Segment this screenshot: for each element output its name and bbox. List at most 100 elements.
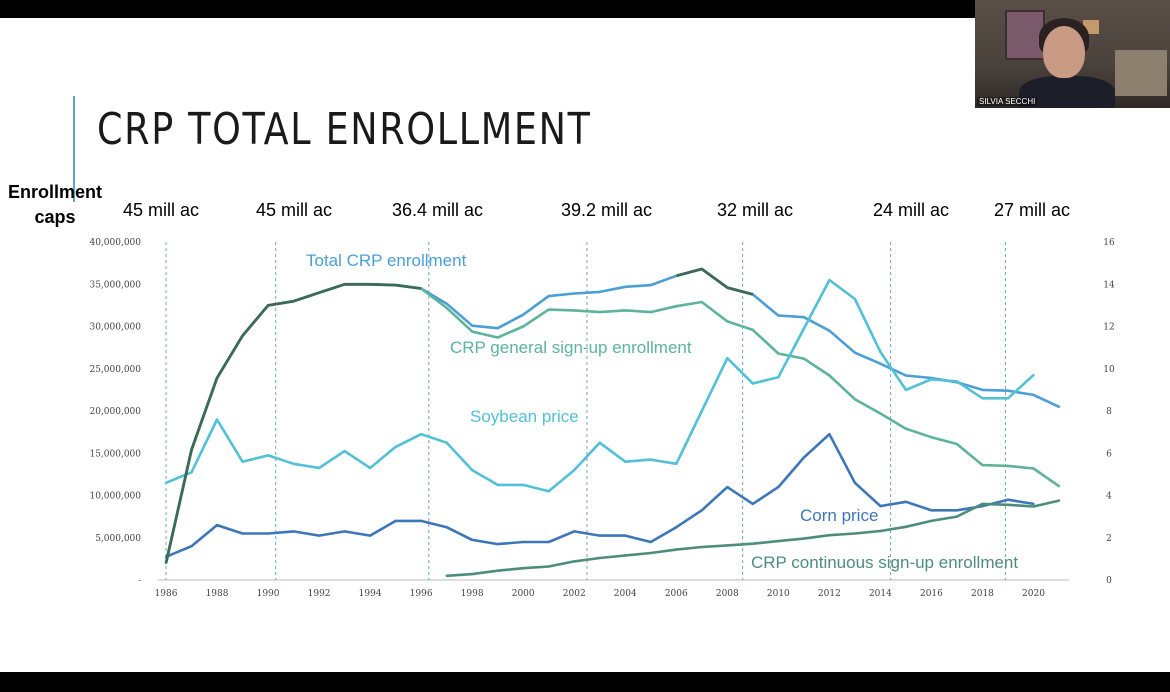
y-tick-left-0: -	[138, 576, 141, 586]
data-point-crp-continuous-sign-up-enrollment-2008	[726, 544, 729, 547]
data-point-soybean-price-1992	[317, 466, 321, 470]
data-point-total-crp-enrollment-2012	[828, 329, 831, 332]
data-point-corn-price-2017	[955, 509, 959, 512]
data-point-crp-general-sign-up-enrollment-2004	[624, 309, 627, 312]
data-point-crp-continuous-sign-up-enrollment-2006	[675, 548, 678, 551]
data-point-total-crp-enrollment-2001	[547, 294, 550, 298]
y-tick-right-1: 2	[1106, 534, 1112, 544]
data-point-soybean-price-1997	[445, 441, 448, 444]
data-point-crp-general-sign-up-enrollment-2009	[751, 328, 755, 332]
data-point-crp-continuous-sign-up-enrollment-1999	[496, 569, 499, 572]
data-point-total-crp-enrollment-2005	[649, 283, 652, 287]
data-point-crp-continuous-sign-up-enrollment-2018	[981, 502, 984, 506]
data-point-corn-price-1996	[419, 519, 423, 523]
data-point-total-crp-enrollment-2011	[802, 316, 806, 319]
data-point-soybean-price-2000	[522, 483, 525, 487]
enrollment-caps-label-line1: Enrollment	[8, 182, 103, 202]
data-point-soybean-price-2008	[726, 356, 729, 360]
data-point-total-crp-enrollment-2002	[573, 292, 576, 295]
data-point-total-crp-enrollment-2003	[598, 290, 601, 294]
data-point-crp-continuous-sign-up-enrollment-1998	[470, 572, 474, 576]
enrollment-caps-label: Enrollment caps	[8, 180, 102, 230]
y-tick-right-6: 12	[1103, 323, 1114, 333]
series-label-total-crp-enrollment: Total CRP enrollment	[306, 251, 467, 270]
data-point-soybean-price-2005	[649, 458, 652, 461]
y-tick-left-5: 25,000,000	[89, 365, 141, 375]
data-point-crp-general-sign-up-enrollment-2006	[675, 305, 678, 308]
data-point-soybean-price-1988	[215, 418, 219, 421]
x-tick-2016: 2016	[920, 589, 943, 599]
data-point-corn-price-1993	[343, 530, 346, 533]
x-tick-2004: 2004	[614, 589, 637, 599]
data-point-soybean-price-2001	[547, 490, 550, 493]
y-tick-left-6: 30,000,000	[89, 323, 141, 333]
participant-name-label: SILVIA SECCHI	[977, 97, 1038, 106]
data-point-soybean-price-1990	[266, 454, 270, 457]
data-point-soybean-price-1996	[419, 433, 423, 436]
data-point-corn-price-2014	[879, 504, 882, 508]
data-point-soybean-price-2020	[1032, 373, 1035, 377]
data-point-soybean-price-1986	[164, 481, 168, 485]
y-tick-right-8: 16	[1103, 238, 1115, 248]
data-point-corn-price-1988	[215, 523, 219, 527]
x-tick-1992: 1992	[308, 589, 331, 599]
cap-label-7: 27 mill ac	[994, 200, 1071, 220]
webcam-person-body	[1019, 76, 1115, 108]
cap-label-4: 39.2 mill ac	[561, 200, 653, 220]
data-point-crp-general-sign-up-enrollment-2002	[573, 309, 576, 312]
data-point-crp-general-sign-up-enrollment-2020	[1032, 467, 1035, 470]
series-line-total-crp-enrollment	[164, 267, 1060, 564]
data-point-corn-price-1991	[292, 530, 295, 533]
data-point-crp-general-sign-up-enrollment-2019	[1006, 464, 1010, 468]
x-tick-1990: 1990	[257, 589, 280, 599]
data-point-corn-price-2011	[802, 456, 806, 459]
data-point-soybean-price-1993	[343, 449, 346, 453]
data-point-crp-general-sign-up-enrollment-1998	[470, 330, 474, 333]
x-tick-2020: 2020	[1022, 589, 1045, 599]
webcam-video-tile[interactable]: SILVIA SECCHI	[975, 0, 1170, 108]
data-point-total-crp-enrollment-2018	[981, 388, 984, 392]
data-point-crp-general-sign-up-enrollment-2005	[649, 310, 652, 314]
data-point-corn-price-1999	[496, 542, 499, 546]
data-point-corn-price-2016	[930, 509, 933, 512]
data-point-crp-general-sign-up-enrollment-2013	[853, 397, 857, 401]
data-point-crp-general-sign-up-enrollment-2001	[547, 308, 550, 311]
data-point-corn-price-1997	[445, 525, 448, 529]
series-label-crp-general-sign-up-enrollment: CRP general sign-up enrollment	[450, 338, 692, 357]
data-point-crp-general-sign-up-enrollment-1997	[445, 306, 448, 310]
data-point-crp-continuous-sign-up-enrollment-2012	[828, 534, 831, 537]
data-point-crp-general-sign-up-enrollment-2012	[828, 374, 831, 377]
data-point-corn-price-1998	[470, 538, 474, 542]
data-point-soybean-price-2003	[598, 441, 601, 444]
data-point-total-crp-enrollment-2015	[904, 374, 908, 377]
data-point-crp-general-sign-up-enrollment-2014	[879, 412, 882, 415]
data-point-crp-continuous-sign-up-enrollment-2013	[853, 532, 857, 535]
enrollment-caps-label-line2: caps	[34, 207, 76, 227]
data-point-corn-price-2002	[573, 530, 576, 533]
presentation-slide: CRP TOTAL ENROLLMENT Enrollment caps 45 …	[0, 18, 1170, 672]
data-point-corn-price-1994	[368, 534, 372, 537]
y-tick-left-4: 20,000,000	[89, 407, 141, 417]
data-point-soybean-price-2011	[802, 327, 806, 330]
data-point-total-crp-enrollment-2000	[522, 313, 525, 316]
series-line-total-general-overlap-early	[164, 282, 422, 564]
webcam-wall-poster	[1005, 10, 1045, 60]
data-point-crp-general-sign-up-enrollment-2007	[700, 300, 703, 304]
data-point-soybean-price-2007	[700, 409, 703, 413]
data-point-total-crp-enrollment-2014	[879, 362, 882, 365]
y-tick-right-4: 8	[1106, 407, 1112, 417]
x-tick-2008: 2008	[716, 589, 739, 599]
data-point-crp-general-sign-up-enrollment-2016	[930, 435, 933, 439]
data-point-corn-price-2003	[598, 534, 601, 537]
data-point-corn-price-1992	[317, 534, 321, 537]
y-tick-left-3: 15,000,000	[89, 449, 141, 459]
title-accent-bar	[73, 96, 75, 202]
x-tick-1986: 1986	[155, 589, 178, 599]
data-point-crp-general-sign-up-enrollment-2017	[955, 442, 959, 446]
y-tick-right-0: 0	[1106, 576, 1112, 586]
data-point-crp-continuous-sign-up-enrollment-2004	[624, 554, 627, 557]
series-line-total-general-overlap-2006	[675, 267, 754, 296]
cap-label-5: 32 mill ac	[717, 200, 794, 220]
data-point-soybean-price-1987	[190, 471, 193, 474]
cap-label-3: 36.4 mill ac	[392, 200, 484, 220]
